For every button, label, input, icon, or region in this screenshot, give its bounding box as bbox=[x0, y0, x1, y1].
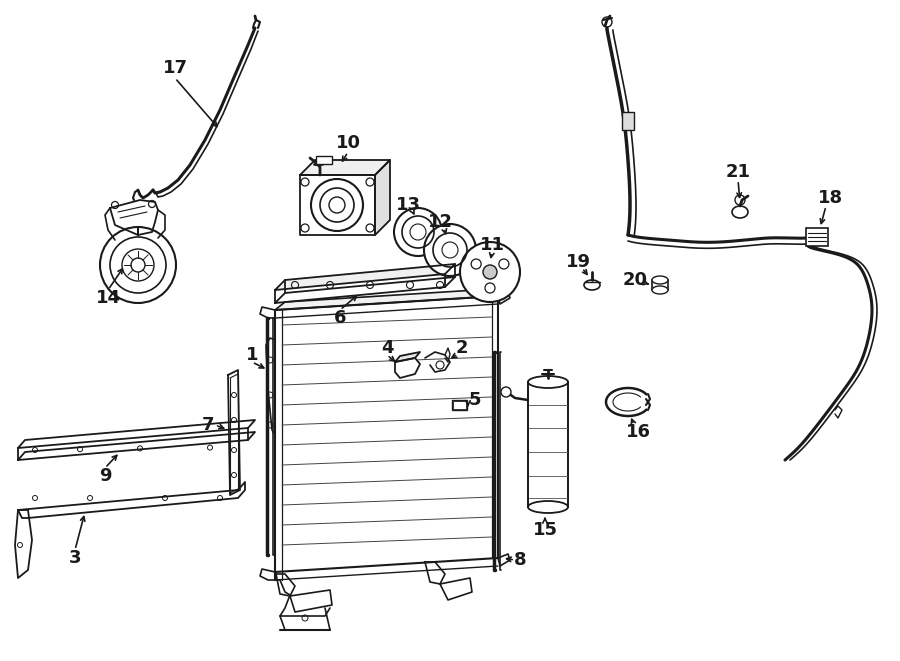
Text: 3: 3 bbox=[68, 549, 81, 567]
Text: 19: 19 bbox=[565, 253, 590, 271]
Bar bbox=[316, 156, 332, 164]
Ellipse shape bbox=[584, 280, 600, 290]
Bar bbox=[453, 401, 466, 409]
Ellipse shape bbox=[732, 206, 748, 218]
Ellipse shape bbox=[652, 286, 668, 294]
Text: 16: 16 bbox=[626, 423, 651, 441]
Polygon shape bbox=[395, 358, 420, 378]
Circle shape bbox=[501, 387, 511, 397]
Polygon shape bbox=[300, 160, 390, 175]
Circle shape bbox=[311, 179, 363, 231]
Bar bbox=[622, 112, 634, 130]
Ellipse shape bbox=[528, 501, 568, 513]
Ellipse shape bbox=[528, 376, 568, 388]
Text: 18: 18 bbox=[817, 189, 842, 207]
Text: 8: 8 bbox=[514, 551, 526, 569]
Text: 2: 2 bbox=[455, 339, 468, 357]
Bar bbox=[452, 400, 467, 410]
Text: 10: 10 bbox=[336, 134, 361, 152]
Polygon shape bbox=[228, 370, 240, 495]
Polygon shape bbox=[18, 420, 255, 448]
Polygon shape bbox=[275, 288, 508, 310]
Text: 4: 4 bbox=[381, 339, 393, 357]
Circle shape bbox=[424, 224, 476, 276]
Text: 6: 6 bbox=[334, 309, 346, 327]
Polygon shape bbox=[375, 160, 390, 235]
Text: 17: 17 bbox=[163, 59, 187, 77]
Text: 9: 9 bbox=[99, 467, 112, 485]
Bar bbox=[806, 228, 828, 246]
Polygon shape bbox=[395, 352, 420, 362]
Text: 1: 1 bbox=[246, 346, 258, 364]
Text: 12: 12 bbox=[428, 213, 453, 231]
Polygon shape bbox=[15, 510, 32, 578]
Text: 13: 13 bbox=[395, 196, 420, 214]
Text: 15: 15 bbox=[533, 521, 557, 539]
Polygon shape bbox=[275, 264, 455, 290]
Text: 21: 21 bbox=[725, 163, 751, 181]
Text: 14: 14 bbox=[95, 289, 121, 307]
Circle shape bbox=[460, 242, 520, 302]
Circle shape bbox=[100, 227, 176, 303]
Bar bbox=[652, 280, 668, 290]
Bar bbox=[528, 382, 568, 507]
Ellipse shape bbox=[652, 276, 668, 284]
Circle shape bbox=[483, 265, 497, 279]
Polygon shape bbox=[18, 432, 255, 460]
Text: 20: 20 bbox=[623, 271, 647, 289]
Polygon shape bbox=[18, 482, 245, 518]
Text: 11: 11 bbox=[480, 236, 505, 254]
Circle shape bbox=[394, 208, 442, 256]
Text: 5: 5 bbox=[469, 391, 482, 409]
Text: 7: 7 bbox=[202, 416, 214, 434]
Polygon shape bbox=[275, 277, 455, 303]
Polygon shape bbox=[110, 200, 158, 235]
Polygon shape bbox=[300, 175, 375, 235]
